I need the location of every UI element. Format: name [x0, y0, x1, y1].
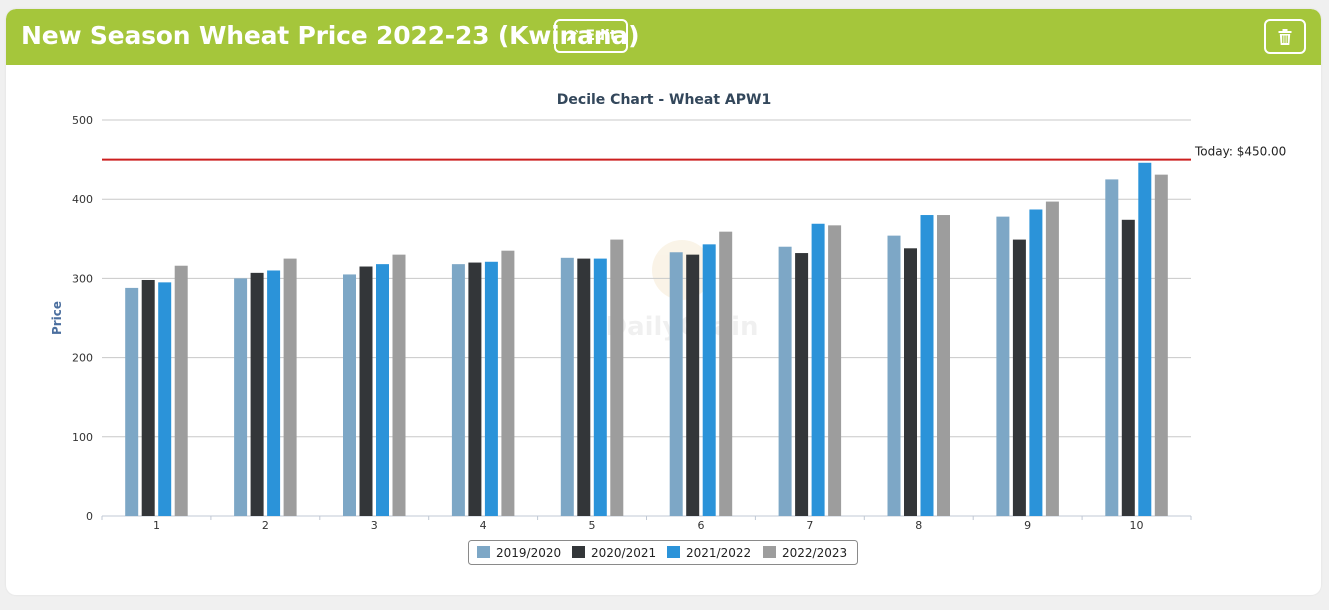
- y-tick-label: 400: [72, 193, 93, 206]
- bar-2019-2020-decile-7[interactable]: [778, 246, 792, 516]
- bar-2021-2022-decile-8[interactable]: [920, 215, 934, 517]
- bar-2020-2021-decile-5[interactable]: [577, 258, 591, 516]
- bar-2020-2021-decile-4[interactable]: [468, 262, 482, 516]
- y-axis-label: Price: [50, 301, 64, 335]
- bar-2021-2022-decile-4[interactable]: [484, 261, 498, 516]
- legend-swatch: [667, 546, 680, 558]
- bar-2022-2023-decile-7[interactable]: [828, 225, 842, 516]
- bar-2020-2021-decile-7[interactable]: [795, 253, 809, 516]
- chart-card: New Season Wheat Price 2022-23 (Kwinana)…: [6, 9, 1321, 595]
- x-tick-label: 5: [589, 519, 596, 532]
- x-tick-label: 3: [371, 519, 378, 532]
- x-tick-label: 9: [1024, 519, 1031, 532]
- bar-2021-2022-decile-1[interactable]: [158, 282, 172, 516]
- bar-2019-2020-decile-3[interactable]: [343, 274, 356, 516]
- bar-2020-2021-decile-8[interactable]: [904, 248, 917, 516]
- legend-label: 2022/2023: [782, 546, 847, 560]
- legend-swatch: [572, 546, 585, 558]
- bar-2019-2020-decile-8[interactable]: [887, 235, 901, 516]
- x-tick-label: 2: [262, 519, 269, 532]
- bar-2021-2022-decile-6[interactable]: [702, 244, 716, 516]
- bar-2021-2022-decile-9[interactable]: [1029, 209, 1043, 516]
- legend-item-2020-2021[interactable]: 2020/2021: [572, 546, 656, 560]
- bar-2021-2022-decile-7[interactable]: [811, 223, 825, 516]
- legend-swatch: [763, 546, 776, 558]
- edit-button[interactable]: Edit: [554, 19, 628, 53]
- y-tick-label: 500: [72, 114, 93, 127]
- bar-2022-2023-decile-8[interactable]: [937, 215, 950, 517]
- bar-2022-2023-decile-4[interactable]: [501, 250, 515, 516]
- pencil-icon: [567, 29, 579, 41]
- legend: 2019/2020 2020/2021 2021/2022 2022/2023: [468, 540, 858, 565]
- bar-2022-2023-decile-5[interactable]: [610, 239, 624, 517]
- bar-2021-2022-decile-3[interactable]: [376, 264, 389, 516]
- bar-2019-2020-decile-6[interactable]: [669, 252, 683, 516]
- bar-2020-2021-decile-10[interactable]: [1121, 219, 1135, 517]
- card-header: New Season Wheat Price 2022-23 (Kwinana)…: [6, 9, 1321, 65]
- bar-2022-2023-decile-10[interactable]: [1154, 174, 1168, 516]
- x-tick-label: 10: [1130, 519, 1144, 532]
- legend-item-2021-2022[interactable]: 2021/2022: [667, 546, 751, 560]
- x-tick-label: 8: [915, 519, 922, 532]
- bar-2020-2021-decile-6[interactable]: [686, 254, 700, 516]
- x-tick-label: 7: [806, 519, 813, 532]
- bar-2020-2021-decile-3[interactable]: [359, 266, 373, 516]
- trash-icon: [1278, 28, 1292, 45]
- bar-2019-2020-decile-2[interactable]: [234, 278, 248, 516]
- bar-2022-2023-decile-3[interactable]: [392, 254, 406, 516]
- bar-2020-2021-decile-9[interactable]: [1012, 239, 1026, 517]
- bar-2019-2020-decile-9[interactable]: [996, 216, 1010, 516]
- bar-2022-2023-decile-2[interactable]: [283, 258, 297, 516]
- legend-label: 2019/2020: [496, 546, 561, 560]
- bar-2019-2020-decile-10[interactable]: [1105, 179, 1119, 516]
- legend-item-2019-2020[interactable]: 2019/2020: [477, 546, 561, 560]
- legend-swatch: [477, 546, 490, 558]
- delete-button[interactable]: [1264, 19, 1306, 54]
- legend-label: 2021/2022: [686, 546, 751, 560]
- bar-2022-2023-decile-9[interactable]: [1045, 201, 1059, 517]
- y-tick-label: 0: [86, 510, 93, 523]
- y-tick-label: 300: [72, 272, 93, 285]
- x-tick-label: 6: [697, 519, 704, 532]
- x-tick-label: 4: [480, 519, 487, 532]
- y-tick-label: 200: [72, 352, 93, 365]
- bar-2019-2020-decile-4[interactable]: [451, 264, 465, 516]
- bar-2022-2023-decile-1[interactable]: [174, 265, 188, 516]
- legend-item-2022-2023[interactable]: 2022/2023: [763, 546, 847, 560]
- y-tick-label: 100: [72, 431, 93, 444]
- bar-2021-2022-decile-10[interactable]: [1138, 162, 1152, 516]
- bar-2020-2021-decile-1[interactable]: [141, 279, 155, 516]
- bar-2019-2020-decile-5[interactable]: [560, 257, 574, 516]
- chart-title: Decile Chart - Wheat APW1: [557, 92, 771, 108]
- bar-2021-2022-decile-5[interactable]: [593, 258, 607, 516]
- bar-2021-2022-decile-2[interactable]: [267, 270, 281, 516]
- bar-2019-2020-decile-1[interactable]: [125, 287, 139, 516]
- bar-2020-2021-decile-2[interactable]: [250, 272, 264, 516]
- x-tick-label: 1: [153, 519, 160, 532]
- page-title: New Season Wheat Price 2022-23 (Kwinana): [21, 21, 640, 50]
- legend-box: [468, 540, 858, 565]
- bar-2022-2023-decile-6[interactable]: [719, 231, 733, 516]
- today-price-label: Today: $450.00: [1194, 145, 1286, 159]
- legend-label: 2020/2021: [591, 546, 656, 560]
- edit-button-label: Edit: [585, 28, 617, 44]
